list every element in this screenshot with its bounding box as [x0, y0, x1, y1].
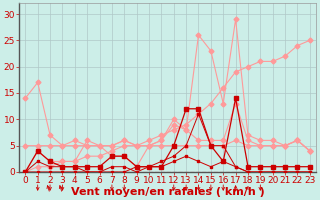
X-axis label: Vent moyen/en rafales ( km/h ): Vent moyen/en rafales ( km/h ): [71, 187, 264, 197]
